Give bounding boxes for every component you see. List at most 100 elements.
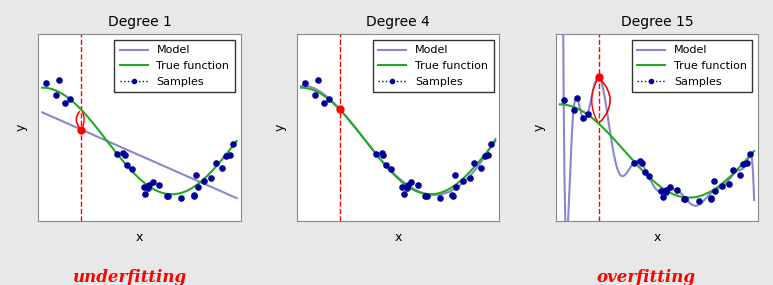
Point (734, 172, 746, 177)
Point (634, 159, 646, 164)
Point (138, 185, 150, 189)
X-axis label: x: x (394, 231, 402, 244)
Point (723, 181, 735, 186)
Point (118, 153, 131, 157)
Point (111, 152, 123, 157)
Point (693, 199, 705, 203)
Point (117, 150, 129, 155)
Point (188, 194, 200, 198)
Y-axis label: y: y (15, 124, 28, 131)
Title: Degree 15: Degree 15 (621, 15, 693, 29)
Point (478, 154, 491, 158)
Point (153, 183, 165, 188)
Point (126, 167, 138, 172)
Point (457, 179, 469, 184)
Point (655, 189, 667, 194)
Point (581, 112, 594, 117)
Point (679, 197, 692, 201)
Point (216, 166, 228, 170)
Point (143, 183, 155, 188)
Text: underfitting: underfitting (73, 269, 187, 285)
Point (447, 194, 459, 198)
Point (482, 152, 495, 157)
Point (636, 161, 649, 166)
Point (376, 150, 388, 155)
Title: Degree 4: Degree 4 (366, 15, 430, 29)
Point (198, 179, 210, 184)
Y-axis label: y: y (533, 124, 546, 131)
Point (656, 195, 669, 200)
Point (446, 192, 458, 197)
Point (412, 183, 424, 188)
Point (485, 142, 497, 146)
Point (664, 185, 676, 189)
Point (223, 152, 236, 157)
Point (312, 78, 324, 82)
Point (434, 196, 446, 201)
Point (192, 185, 204, 189)
Legend: Model, True function, Samples: Model, True function, Samples (632, 40, 752, 92)
Point (64, 97, 77, 101)
Point (40, 81, 53, 86)
Point (567, 108, 580, 113)
Point (369, 152, 382, 157)
Point (380, 163, 392, 168)
Title: Degree 1: Degree 1 (107, 15, 172, 29)
X-axis label: x: x (136, 231, 143, 244)
Point (475, 166, 487, 170)
Point (419, 194, 431, 198)
Point (205, 176, 217, 181)
Point (643, 173, 656, 178)
Point (397, 192, 410, 196)
Point (741, 161, 753, 165)
Point (397, 185, 409, 189)
Point (678, 197, 690, 201)
Point (737, 162, 750, 166)
Point (161, 194, 173, 198)
Point (50, 92, 63, 97)
Point (421, 193, 433, 198)
Point (464, 176, 476, 181)
Point (384, 167, 397, 172)
Point (709, 189, 721, 194)
Point (226, 142, 239, 146)
Point (638, 170, 651, 174)
Point (468, 160, 481, 165)
Point (377, 153, 390, 157)
Point (727, 168, 739, 172)
Point (628, 160, 641, 165)
Point (322, 97, 335, 101)
Point (162, 193, 174, 198)
Point (577, 116, 589, 121)
Point (308, 92, 321, 97)
Point (401, 183, 414, 188)
Point (705, 196, 717, 200)
Point (175, 196, 188, 201)
Point (705, 197, 717, 201)
Point (570, 95, 583, 100)
Point (744, 152, 756, 156)
Point (139, 192, 152, 196)
Point (405, 180, 417, 184)
Point (450, 185, 462, 189)
Point (53, 78, 66, 82)
Point (121, 163, 134, 168)
Point (187, 192, 199, 197)
Legend: Model, True function, Samples: Model, True function, Samples (114, 40, 235, 92)
Point (707, 178, 720, 183)
Point (142, 185, 155, 190)
Legend: Model, True function, Samples: Model, True function, Samples (373, 40, 494, 92)
Point (557, 98, 570, 103)
Point (659, 190, 672, 194)
Point (220, 154, 232, 158)
Text: overfitting: overfitting (596, 269, 695, 285)
Point (448, 173, 461, 177)
X-axis label: x: x (653, 231, 661, 244)
Point (59, 101, 71, 106)
Point (209, 160, 222, 165)
Y-axis label: y: y (274, 124, 287, 131)
Point (147, 180, 159, 184)
Point (299, 81, 312, 86)
Point (660, 188, 673, 192)
Point (671, 188, 683, 192)
